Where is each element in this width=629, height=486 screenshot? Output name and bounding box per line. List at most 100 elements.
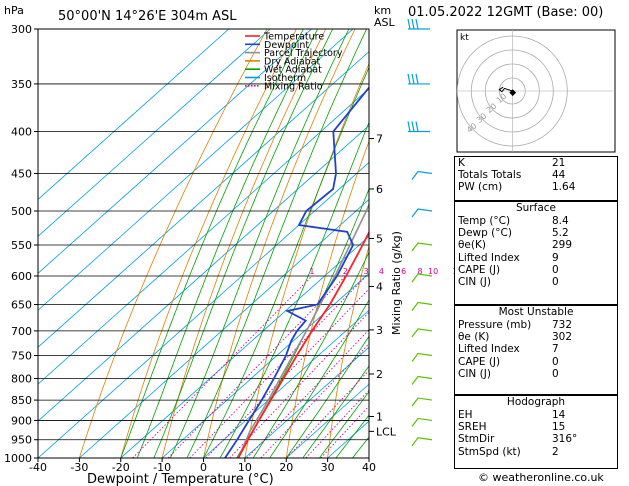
wet-adiabat-line (285, 335, 369, 458)
mixing-ratio-label: 2 (343, 267, 348, 276)
profile-lines (224, 86, 369, 458)
hodograph-title: Hodograph (506, 396, 566, 408)
surface-title: Surface (515, 202, 556, 214)
x-tick-label: 0 (200, 461, 207, 474)
hodograph-unit-label: kt (460, 33, 469, 43)
mu-row: Pressure (mb) 732 (458, 319, 573, 331)
wet-adiabat-line (186, 29, 367, 458)
isotherm-line (203, 309, 369, 458)
wind-barb (411, 437, 433, 447)
pressure-tick-label: 700 (11, 325, 32, 338)
legend-label: Mixing Ratio (264, 81, 323, 92)
wind-barb-flag (411, 18, 415, 30)
surface-row: CAPE (J) 0 (458, 263, 559, 276)
dewpoint-line (224, 86, 369, 458)
height-tick-label: 6 (376, 183, 383, 196)
hodo-row: EH 14 (458, 409, 566, 421)
pressure-tick-label: 650 (11, 299, 32, 312)
pressure-tick-label: 550 (11, 239, 32, 252)
wind-barb (411, 328, 433, 338)
height-tick-label: 4 (376, 281, 383, 294)
wind-barb (411, 397, 433, 407)
mixing-ratio-label: 10 (428, 267, 438, 276)
parcel-trajectory-line (237, 202, 369, 458)
wind-barb (411, 375, 433, 385)
pressure-tick-label: 1000 (4, 452, 32, 465)
isotherm-line (38, 161, 369, 458)
x-tick-label: -30 (70, 461, 88, 474)
wind-barb-flag (407, 73, 411, 85)
pressure-tick-label: 750 (11, 349, 32, 362)
surface-row: CIN (J) 0 (458, 276, 559, 289)
isotherm-line (285, 383, 369, 458)
x-tick-label: 30 (321, 461, 335, 474)
pressure-tick-label: 350 (11, 78, 32, 91)
mixing-ratio-line (205, 288, 369, 458)
mixing-ratio-line (167, 275, 346, 458)
legend-label: Wet Adiabat (264, 65, 322, 76)
surface-row: θe(K) 299 (458, 239, 573, 252)
mixing-ratio-line (286, 369, 369, 458)
datetime-label: 01.05.2022 12GMT (Base: 00) (408, 5, 604, 20)
wind-barb (411, 417, 433, 427)
temperature-line (237, 230, 369, 458)
x-tick-label: -20 (112, 461, 130, 474)
isotherm-line (38, 29, 354, 311)
height-tick-label: 7 (376, 133, 383, 146)
index-row: K 21 (458, 157, 566, 169)
surface-row: Dewp (°C) 5.2 (458, 227, 569, 240)
isotherm-line (38, 88, 369, 385)
surface-row: Temp (°C) 8.4 (458, 215, 569, 227)
height-tick-label: 2 (376, 368, 383, 381)
hodo-row: StmDir 316° (458, 433, 578, 446)
pressure-tick-label: 450 (11, 167, 32, 180)
wind-barb (411, 208, 433, 218)
wind-barb (411, 242, 433, 252)
mixing-ratio-label: 3 (364, 267, 369, 276)
pressure-tick-label: 900 (11, 414, 32, 427)
height-tick-label: LCL (376, 425, 397, 438)
isotherm-line (244, 346, 369, 458)
pressure-tick-label: 300 (11, 23, 32, 36)
mixing-axis-label: Mixing Ratio (g/kg) (390, 231, 403, 335)
x-tick-label: -10 (153, 461, 171, 474)
dry-adiabat-line (79, 29, 268, 458)
wind-barb-flag (407, 18, 411, 30)
wind-barb-flag (407, 121, 411, 132)
surface-panel: Surface Temp (°C) 8.4 Dewp (°C) 5.2 θe(K) 2… (454, 201, 618, 305)
x-tick-label: 10 (238, 461, 252, 474)
height-axis-label: km ASL (374, 4, 396, 29)
isotherm-line (79, 198, 369, 458)
wind-barb (411, 170, 433, 180)
wind-barbs (407, 18, 433, 447)
wet-adiabat-line (302, 365, 369, 458)
mixing-ratio-label: 6 (401, 267, 406, 276)
wind-barb-flag (415, 73, 419, 85)
height-tick-label: 3 (376, 324, 383, 337)
most-unstable-panel: Most Unstable Pressure (mb) 732 θe (K) 302… (454, 305, 618, 395)
wet-adiabat-line (153, 29, 334, 458)
x-tick-label: 20 (279, 461, 293, 474)
most-unstable-title: Most Unstable (498, 306, 574, 318)
mu-row: CIN (J) 0 (458, 367, 559, 380)
pressure-tick-label: 800 (11, 372, 32, 385)
hodograph-panel: Hodograph EH 14 SREH 15 StmDir 316° StmSpd … (454, 395, 618, 469)
hodo-row: SREH 15 (458, 421, 566, 434)
legend-label: Temperature (263, 32, 324, 43)
surface-row: Lifted Index 9 (458, 251, 559, 264)
dry-adiabat-line (203, 29, 356, 458)
mixing-ratio-line (189, 275, 367, 458)
axes: 1234681015202530035040045050055060065070… (4, 23, 495, 474)
legend-label: Parcel Trajectory (264, 48, 343, 59)
mu-row: CAPE (J) 0 (458, 355, 559, 368)
pressure-tick-label: 400 (11, 126, 32, 139)
index-row: Totals Totals 44 (458, 169, 566, 182)
wet-adiabat-line (319, 391, 369, 458)
height-axis-label-line: km (374, 4, 391, 17)
indices-panel: K 21 Totals Totals 44 PW (cm) 1.64 (454, 156, 618, 201)
isotherm-line (161, 272, 369, 458)
pressure-tick-label: 500 (11, 205, 32, 218)
height-axis-label-line: ASL (374, 16, 396, 29)
mixing-ratio-label: 4 (379, 267, 384, 276)
